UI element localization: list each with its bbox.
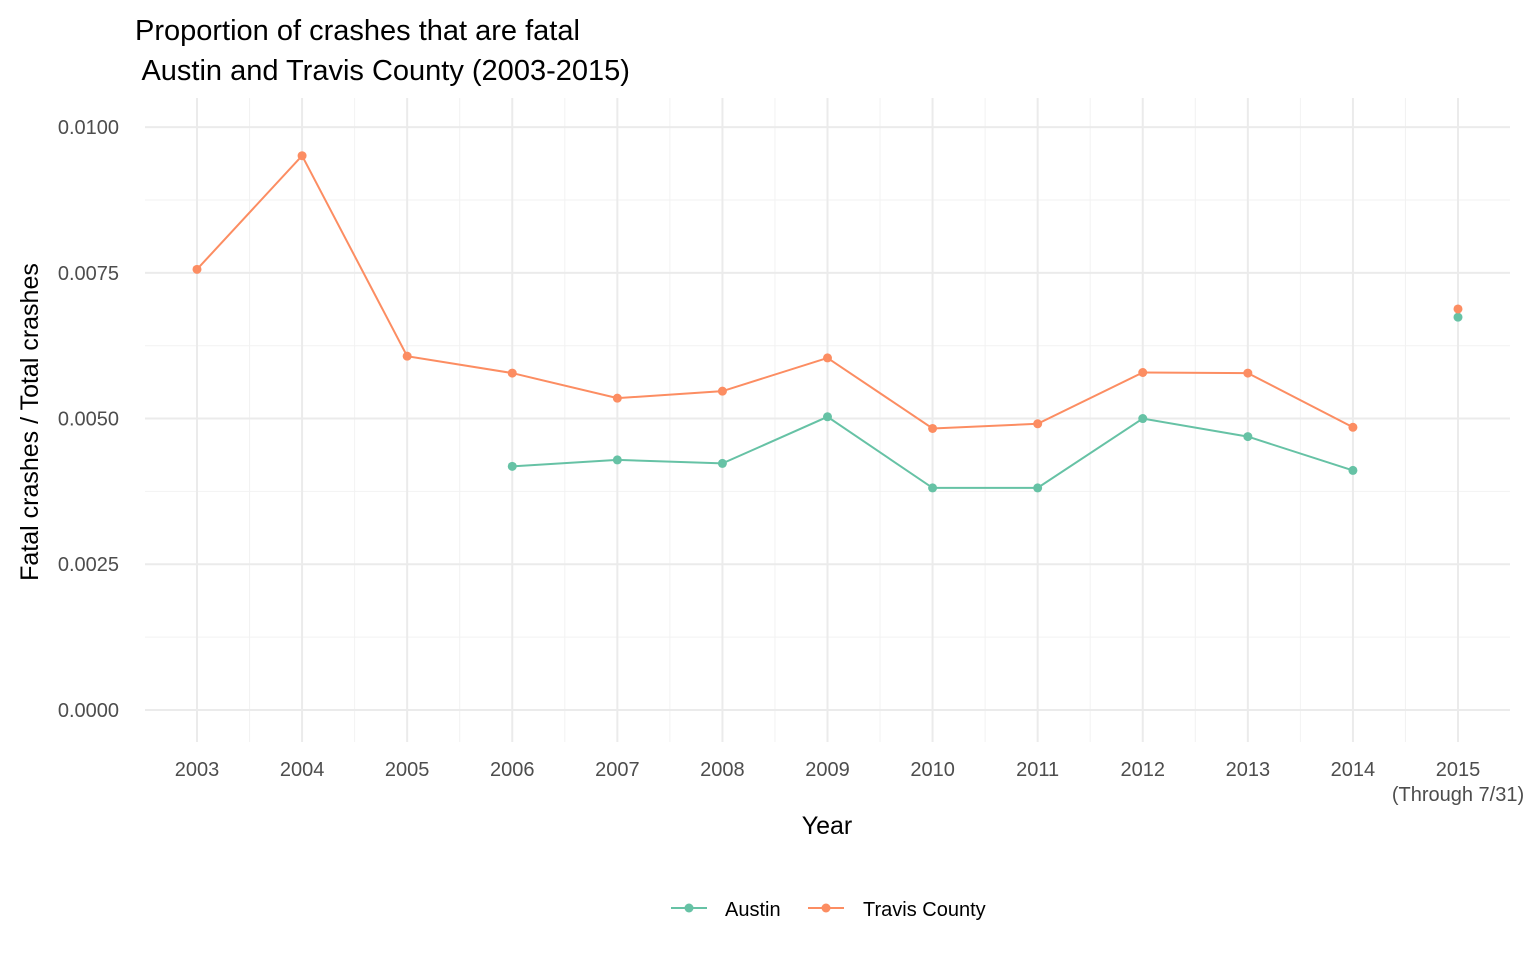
data-point-travis-county	[1033, 419, 1043, 429]
data-point-travis-county	[612, 393, 622, 403]
data-point-austin	[1348, 465, 1358, 475]
series-layer	[192, 151, 1463, 493]
data-point-austin	[823, 412, 832, 422]
x-tick-label: 2005	[385, 759, 430, 781]
data-point-travis-county	[823, 353, 832, 363]
data-point-travis-county	[297, 151, 307, 161]
data-point-travis-county	[928, 423, 938, 433]
x-tick-label: 2013	[1226, 759, 1271, 781]
series-line-travis-county	[196, 153, 1354, 430]
x-tick-label: 2012	[1121, 759, 1166, 781]
y-tick-label: 0.0000	[58, 700, 119, 722]
data-point-austin	[928, 483, 938, 493]
data-point-travis-county	[507, 368, 517, 378]
x-tick-label: 2011	[1016, 759, 1059, 781]
data-point-travis-county	[1453, 304, 1463, 314]
data-point-austin	[1453, 312, 1463, 322]
y-tick-label: 0.0025	[58, 554, 119, 576]
x-tick-label: 2007	[595, 759, 640, 781]
y-axis-ticks: 0.0000 0.0025 0.0050 0.0075 0.0100	[58, 117, 119, 722]
legend-key-travis-county-dot	[821, 903, 831, 913]
legend-label-austin: Austin	[725, 899, 781, 921]
data-point-austin	[507, 461, 517, 471]
data-point-travis-county	[1348, 422, 1358, 432]
y-tick-label: 0.0050	[58, 409, 119, 431]
y-tick-label: 0.0075	[58, 263, 119, 285]
data-point-austin	[1033, 483, 1043, 493]
legend-item-travis-county: Travis County	[808, 899, 986, 921]
legend-item-austin: Austin	[671, 899, 781, 921]
x-tick-sublabel: (Through 7/31)	[1392, 784, 1524, 806]
x-tick-label: 2009	[805, 759, 850, 781]
data-point-travis-county	[1138, 368, 1148, 378]
x-tick-label: 2008	[700, 759, 745, 781]
x-tick-label: 2010	[910, 759, 955, 781]
x-tick-label: 2003	[175, 759, 220, 781]
x-tick-label: 2015	[1436, 759, 1481, 781]
data-point-travis-county	[1243, 368, 1253, 378]
data-point-travis-county	[717, 386, 727, 396]
x-tick-label: 2014	[1331, 759, 1376, 781]
legend: Austin Travis County	[671, 899, 986, 921]
data-point-travis-county	[192, 264, 202, 274]
data-point-austin	[612, 455, 622, 465]
data-point-austin	[1243, 432, 1253, 442]
x-tick-label: 2006	[490, 759, 535, 781]
data-point-austin	[1138, 414, 1148, 424]
x-tick-label: 2004	[280, 759, 325, 781]
x-axis-title: Year	[802, 812, 853, 840]
chart-title-line1: Proportion of crashes that are fatal	[135, 15, 580, 47]
x-axis-ticks: 2003 2004 2005 2006 2007 2008 2009 2010 2011 2012…	[175, 759, 1524, 806]
y-tick-label: 0.0100	[58, 117, 119, 139]
legend-label-travis-county: Travis County	[863, 899, 986, 921]
chart-title-line2: Austin and Travis County (2003-2015)	[135, 55, 630, 87]
y-axis-title: Fatal crashes / Total crashes	[16, 263, 44, 581]
data-point-austin	[717, 458, 727, 468]
legend-key-austin-dot	[684, 903, 694, 913]
data-point-travis-county	[402, 351, 412, 361]
